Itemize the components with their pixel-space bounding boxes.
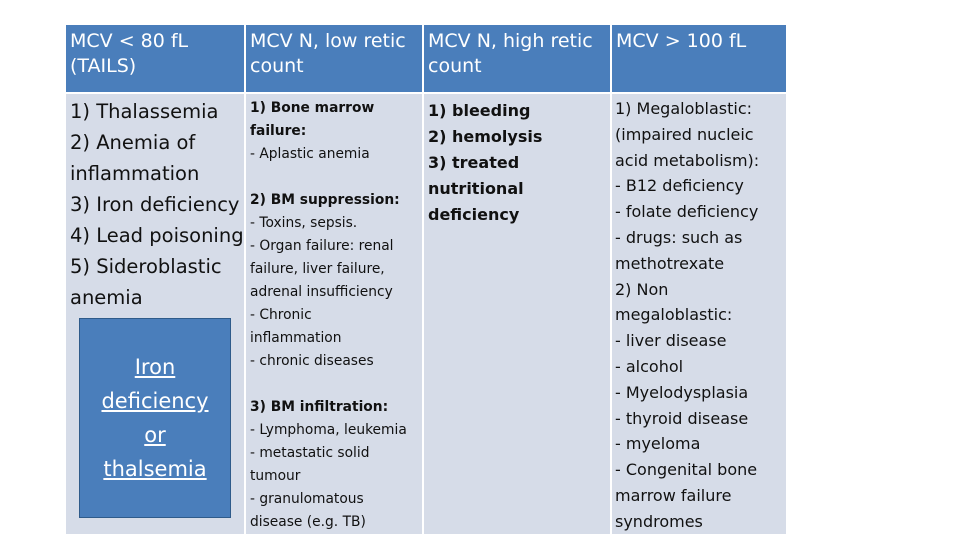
divider [422, 25, 424, 534]
divider [244, 25, 246, 534]
callout-box: Iron deficiency or thalsemia [79, 318, 231, 518]
header-mcv-low: MCV < 80 fL (TAILS) [66, 25, 244, 93]
subtype-title: 1) Megaloblastic: [615, 96, 786, 122]
callout-text: Iron deficiency or thalsemia [101, 355, 209, 481]
subtype-items: (impaired nucleic acid metabolism): - B1… [615, 124, 760, 273]
section-items: - Toxins, sepsis. - Organ failure: renal… [250, 215, 394, 369]
list-item: 3) Iron deficiency [70, 193, 240, 216]
header-normal-low-retic: MCV N, low retic count [246, 25, 422, 93]
cell-normocytic-high-retic: 1) bleeding 2) hemolysis 3) treated nutr… [424, 94, 610, 534]
section-title: 1) Bone marrow failure: [250, 100, 375, 139]
list-item: 5) Sideroblastic anemia [70, 255, 222, 309]
subtype-label: 1) Megaloblastic: [615, 99, 752, 118]
header-mcv-high: MCV > 100 fL [612, 25, 786, 93]
subtype-items: - liver disease - alcohol - Myelodysplas… [615, 331, 758, 531]
list-item: 2) Anemia of inflammation [70, 131, 200, 185]
anemia-classification-table: MCV < 80 fL (TAILS) MCV N, low retic cou… [66, 25, 786, 534]
divider [610, 25, 612, 534]
header-normal-high-retic: MCV N, high retic count [424, 25, 610, 93]
cell-macrocytic: 1) Megaloblastic: (impaired nucleic acid… [612, 94, 786, 534]
divider [66, 92, 786, 94]
section-title: 3) BM infiltration: [250, 399, 389, 415]
list-item: 4) Lead poisoning [70, 224, 244, 247]
section-items: - Aplastic anemia [250, 146, 370, 162]
list-item: 1) Thalassemia [70, 100, 219, 123]
cell-normocytic-low-retic: 1) Bone marrow failure: - Aplastic anemi… [246, 94, 422, 534]
section-items: - Lymphoma, leukemia - metastatic solid … [250, 422, 407, 530]
section-title: 2) BM suppression: [250, 192, 400, 208]
subtype-title: 2) Non megaloblastic: [615, 279, 733, 325]
